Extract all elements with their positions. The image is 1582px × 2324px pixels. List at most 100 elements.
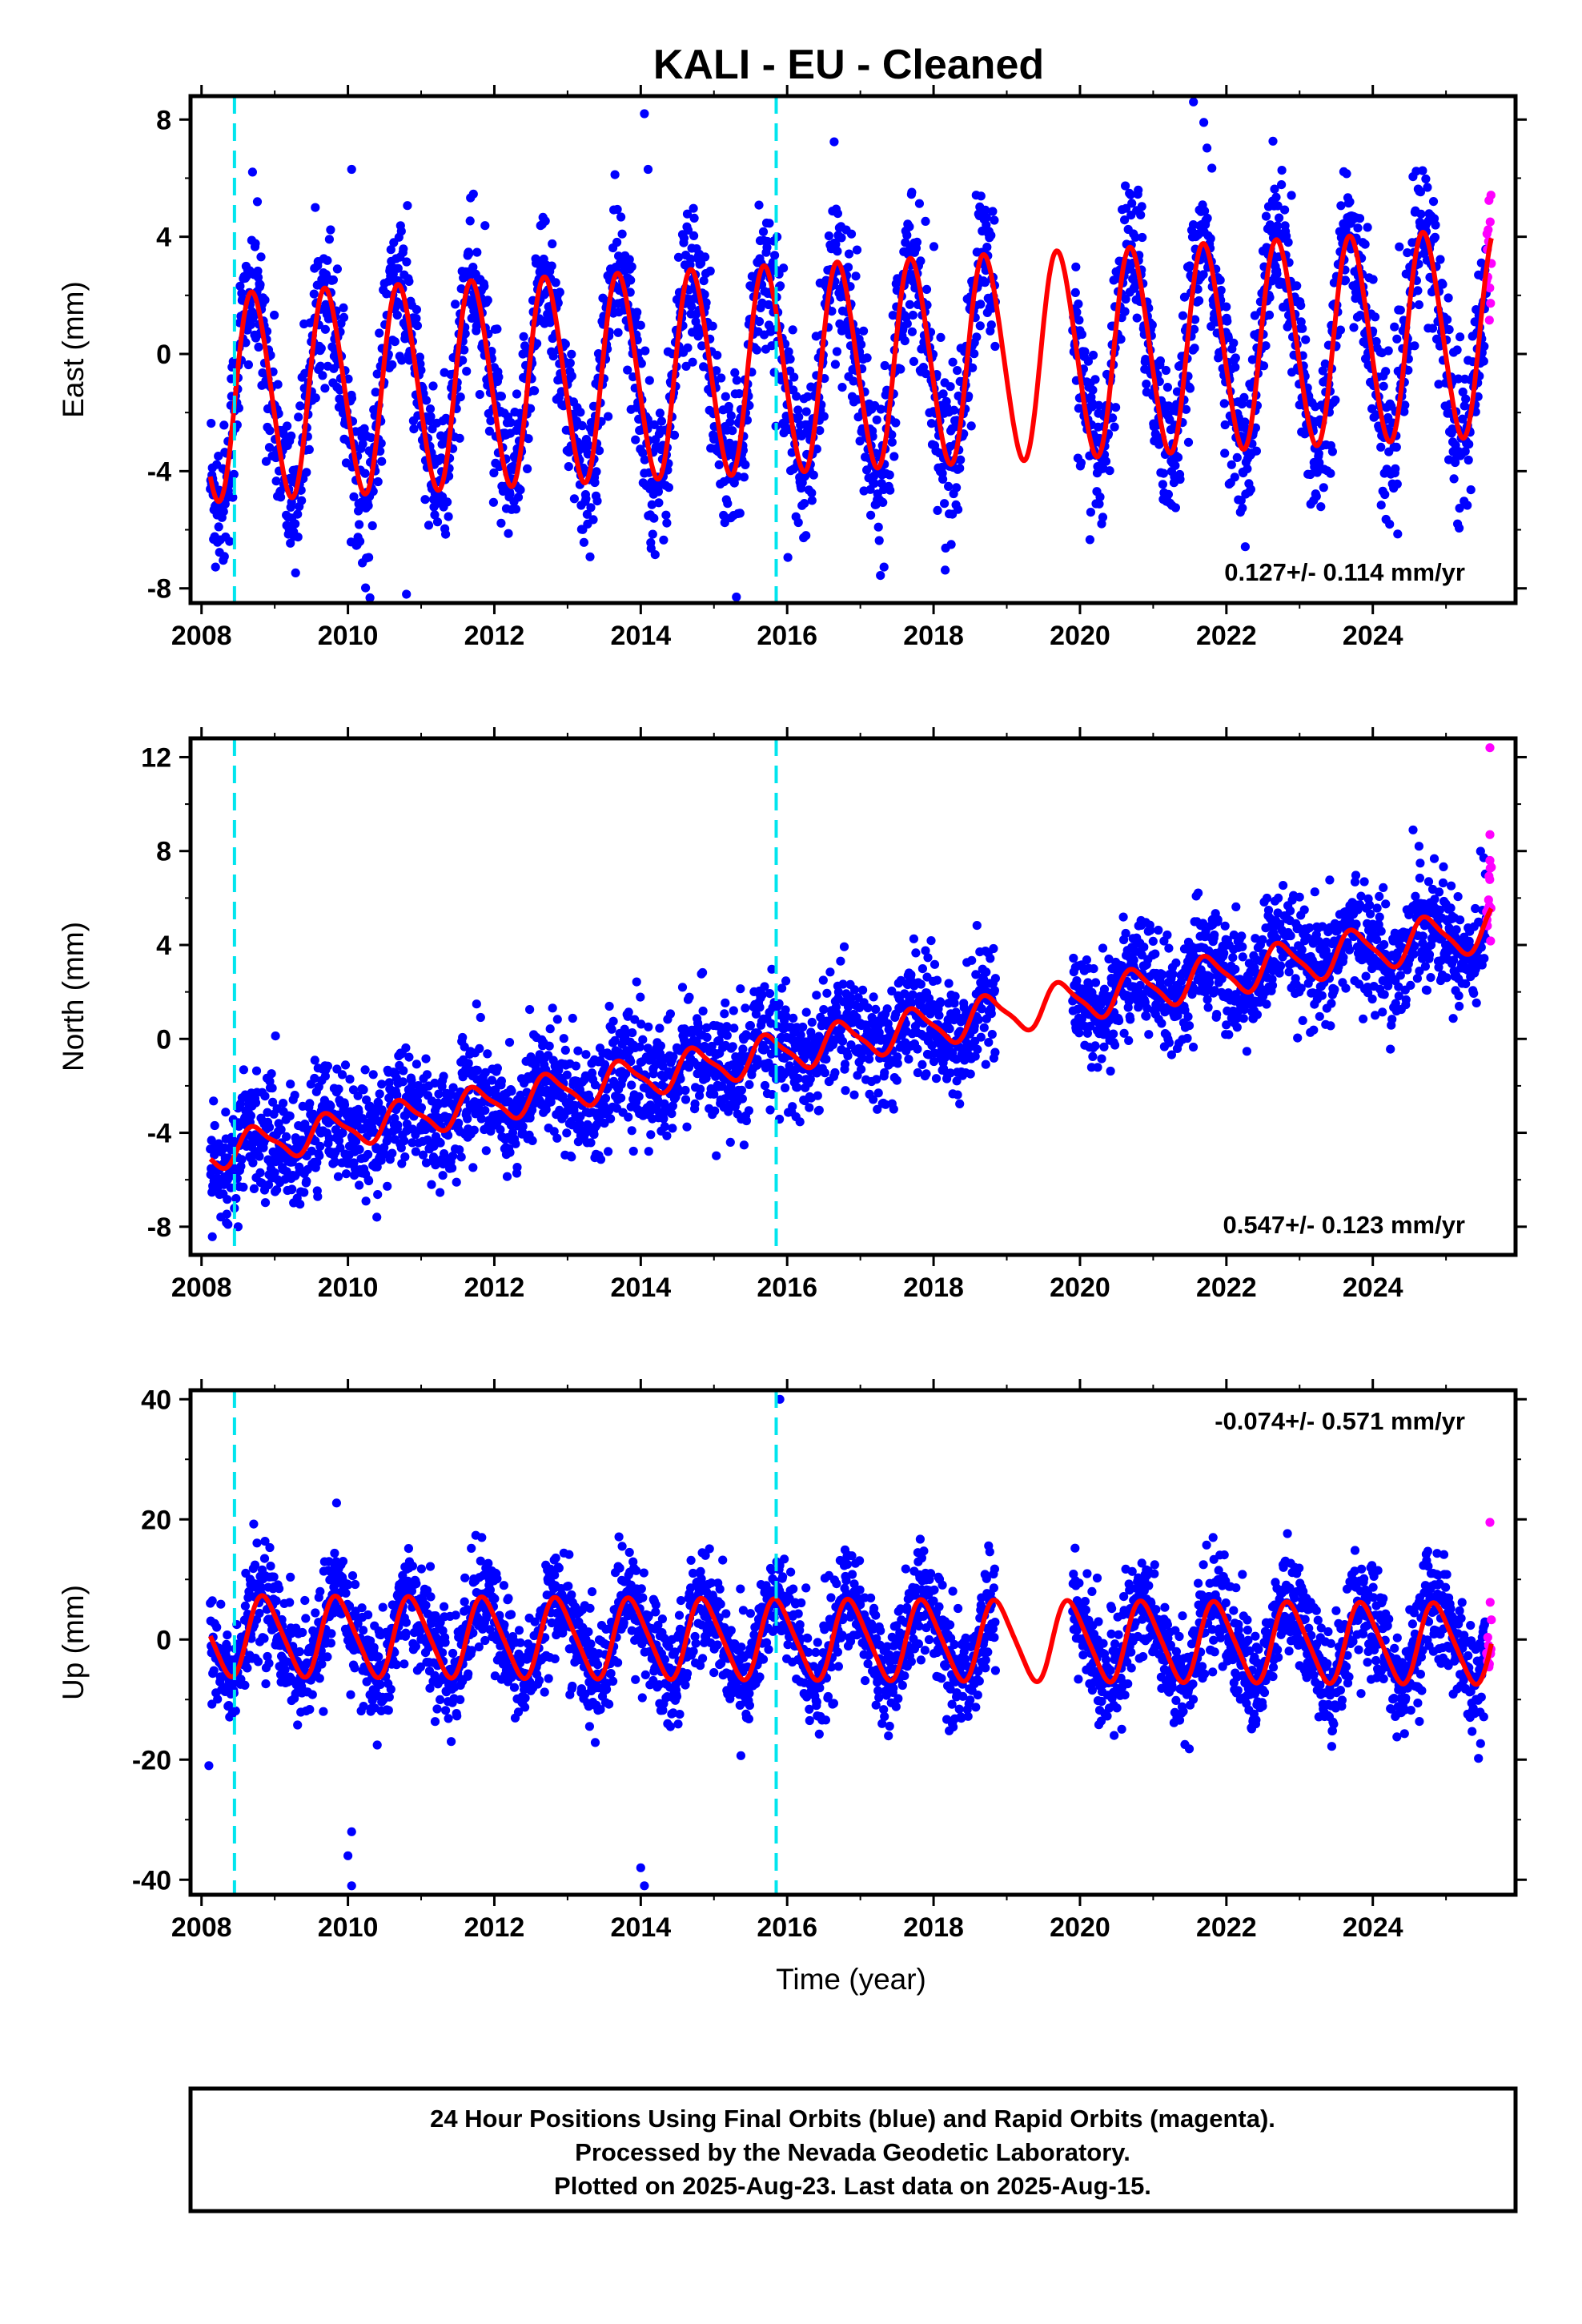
final-orbit-point bbox=[243, 360, 253, 370]
final-orbit-point bbox=[1392, 334, 1402, 344]
final-orbit-point bbox=[741, 1003, 750, 1013]
final-orbit-point bbox=[698, 1006, 708, 1016]
final-orbit-point bbox=[648, 1069, 658, 1079]
final-orbit-point bbox=[258, 368, 267, 378]
final-orbit-point bbox=[1215, 275, 1225, 285]
final-orbit-point bbox=[988, 207, 998, 216]
final-orbit-point bbox=[532, 339, 542, 348]
final-orbit-point bbox=[955, 464, 965, 473]
final-orbit-point bbox=[604, 1001, 614, 1011]
final-orbit-point bbox=[464, 249, 474, 259]
final-orbit-point bbox=[1231, 363, 1240, 372]
final-orbit-point bbox=[712, 366, 721, 376]
final-orbit-point bbox=[908, 310, 917, 320]
final-orbit-point bbox=[1141, 355, 1150, 364]
final-orbit-point bbox=[1101, 456, 1111, 466]
final-orbit-point bbox=[492, 1063, 503, 1073]
final-orbit-point bbox=[484, 426, 495, 436]
final-orbit-point bbox=[421, 396, 432, 405]
final-orbit-point bbox=[681, 1095, 691, 1104]
final-orbit-point bbox=[789, 372, 799, 382]
y-axis-label: East (mm) bbox=[57, 281, 90, 418]
final-orbit-point bbox=[412, 1059, 422, 1069]
y-tick-label: -4 bbox=[147, 456, 171, 487]
final-orbit-point bbox=[616, 1093, 626, 1103]
final-orbit-point bbox=[689, 231, 699, 240]
final-orbit-point bbox=[1207, 163, 1217, 173]
final-orbit-point bbox=[589, 1129, 599, 1140]
final-orbit-point bbox=[665, 1009, 676, 1019]
final-orbit-point bbox=[552, 1015, 562, 1024]
final-orbit-point bbox=[439, 1072, 448, 1081]
x-tick-label: 2022 bbox=[1196, 621, 1257, 651]
final-orbit-point bbox=[640, 346, 650, 356]
final-orbit-point bbox=[1327, 447, 1337, 456]
final-orbit-point bbox=[320, 324, 330, 334]
final-orbit-point bbox=[1363, 223, 1372, 232]
final-orbit-point bbox=[1219, 399, 1229, 408]
final-orbit-point bbox=[661, 510, 671, 520]
final-orbit-point bbox=[507, 1086, 516, 1096]
final-orbit-point bbox=[506, 418, 516, 428]
final-orbit-point bbox=[219, 420, 229, 430]
final-orbit-point bbox=[815, 426, 825, 436]
final-orbit-point bbox=[647, 500, 656, 509]
final-orbit-point bbox=[1423, 183, 1432, 192]
final-orbit-point bbox=[480, 221, 490, 231]
final-orbit-point bbox=[855, 436, 865, 446]
final-orbit-point bbox=[1395, 305, 1405, 315]
final-orbit-point bbox=[944, 979, 954, 988]
final-orbit-point bbox=[807, 489, 817, 498]
final-orbit-point bbox=[820, 1068, 829, 1078]
final-orbit-point bbox=[627, 1080, 636, 1090]
final-orbit-point bbox=[462, 367, 472, 376]
final-orbit-point bbox=[475, 390, 484, 400]
final-orbit-point bbox=[986, 320, 996, 330]
final-orbit-point bbox=[980, 278, 990, 287]
final-orbit-point bbox=[1231, 353, 1240, 363]
final-orbit-point bbox=[345, 1075, 355, 1084]
final-orbit-point bbox=[776, 281, 785, 291]
final-orbit-point bbox=[1314, 448, 1323, 458]
final-orbit-point bbox=[612, 237, 622, 247]
final-orbit-point bbox=[400, 1152, 410, 1162]
final-orbit-point bbox=[627, 262, 636, 271]
final-orbit-point bbox=[302, 1176, 311, 1186]
final-orbit-point bbox=[801, 531, 811, 541]
final-orbit-point bbox=[885, 485, 895, 495]
final-orbit-point bbox=[251, 239, 260, 248]
final-orbit-point bbox=[237, 1155, 247, 1164]
final-orbit-point bbox=[585, 552, 595, 561]
final-orbit-point bbox=[732, 592, 741, 602]
final-orbit-point bbox=[590, 477, 600, 488]
final-orbit-point bbox=[931, 1074, 942, 1084]
final-orbit-point bbox=[933, 505, 942, 516]
final-orbit-point bbox=[929, 242, 939, 251]
final-orbit-point bbox=[1335, 325, 1345, 335]
final-orbit-point bbox=[588, 515, 598, 525]
final-orbit-point bbox=[914, 199, 924, 208]
final-orbit-point bbox=[1435, 255, 1445, 264]
final-orbit-point bbox=[516, 485, 525, 495]
final-orbit-point bbox=[813, 1091, 822, 1100]
final-orbit-point bbox=[839, 942, 849, 951]
rapid-orbit-point bbox=[1484, 225, 1493, 235]
final-orbit-point bbox=[560, 340, 570, 349]
final-orbit-point bbox=[247, 167, 257, 177]
final-orbit-point bbox=[398, 1077, 408, 1087]
final-orbit-point bbox=[279, 1099, 288, 1108]
final-orbit-point bbox=[892, 1076, 901, 1085]
final-orbit-point bbox=[1311, 492, 1321, 501]
outlier-point bbox=[402, 589, 412, 599]
final-orbit-point bbox=[921, 1069, 931, 1079]
final-orbit-point bbox=[725, 1137, 735, 1147]
final-orbit-point bbox=[271, 1031, 280, 1041]
final-orbit-point bbox=[660, 1122, 670, 1132]
east-panel: 2008 2010 2012 2014 2016 2018 2020 2022 2024-8-4… bbox=[57, 85, 1527, 651]
final-orbit-point bbox=[261, 456, 271, 466]
final-orbit-point bbox=[688, 357, 697, 367]
final-orbit-point bbox=[401, 1043, 411, 1053]
final-orbit-point bbox=[876, 404, 885, 414]
final-orbit-point bbox=[781, 976, 791, 986]
